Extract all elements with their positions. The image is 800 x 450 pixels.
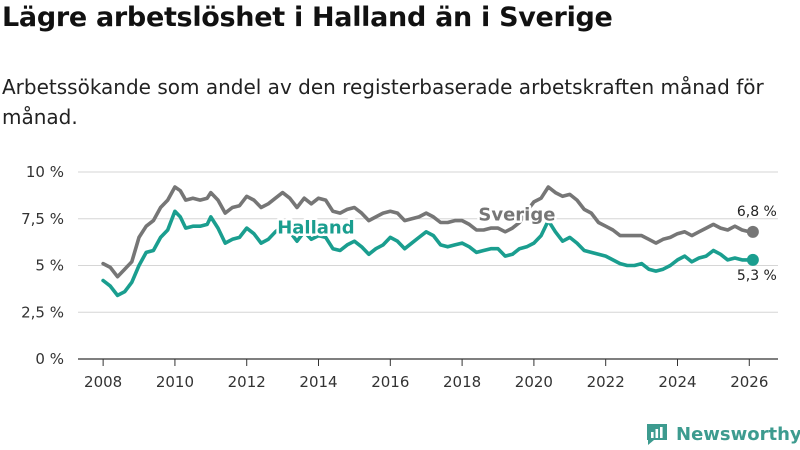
x-tick-label: 2020 (515, 373, 553, 391)
x-tick-label: 2018 (443, 373, 481, 391)
y-tick-label: 7,5 % (21, 210, 64, 228)
y-tick-label: 2,5 % (21, 303, 64, 321)
gridlines (78, 171, 778, 360)
y-tick-label: 0 % (35, 350, 64, 368)
end-label-halland: 5,3 % (737, 268, 777, 284)
series-label-sverige: Sverige (478, 205, 555, 226)
y-tick-label: 10 % (26, 163, 64, 181)
end-point-halland (746, 253, 759, 266)
series-line-halland (101, 209, 755, 298)
series-line-sverige (101, 185, 755, 279)
x-tick-label: 2024 (658, 373, 696, 391)
x-tick-label: 2008 (84, 373, 122, 391)
y-tick-label: 5 % (35, 257, 64, 275)
x-tick-label: 2016 (371, 373, 409, 391)
series-label-halland: Halland (277, 218, 354, 239)
line-chart: 0 % 2,5 % 5 % 7,5 % 10 % 2008 2010 2012 2014 2016… (21, 163, 778, 391)
end-point-sverige (746, 225, 759, 238)
x-tick-label: 2014 (299, 373, 337, 391)
series-lines (101, 185, 759, 298)
axes: 0 % 2,5 % 5 % 7,5 % 10 % 2008 2010 2012 2014 2016… (21, 163, 768, 391)
x-tick-label: 2026 (730, 373, 768, 391)
chart-subtitle: Arbetssökande som andel av den registerb… (2, 75, 764, 129)
series-labels: 6,8 % 5,3 % Halland Sverige (275, 202, 777, 284)
chart-title: Lägre arbetslöshet i Halland än i Sverig… (2, 2, 613, 33)
brand-logo: Newsworthy (644, 420, 800, 448)
x-tick-label: 2012 (228, 373, 266, 391)
newsworthy-logo-icon (647, 424, 667, 445)
brand-name: Newsworthy (676, 423, 800, 445)
x-tick-label: 2010 (156, 373, 194, 391)
end-label-sverige: 6,8 % (737, 204, 777, 220)
x-tick-label: 2022 (587, 373, 625, 391)
